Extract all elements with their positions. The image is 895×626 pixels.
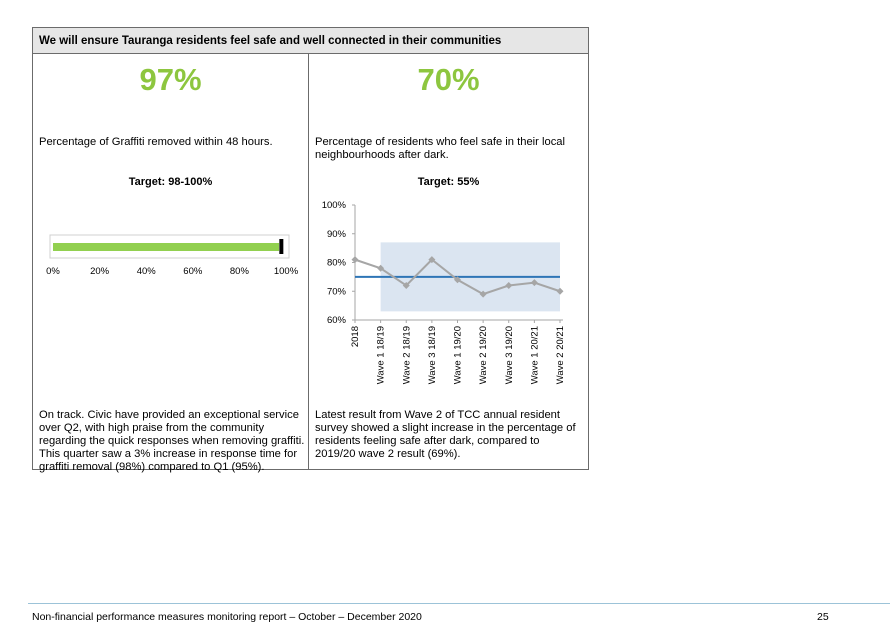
safety-description: Percentage of residents who feel safe in…	[315, 136, 565, 161]
line-point-1	[377, 264, 385, 272]
line-y-tick-label: 80%	[327, 258, 347, 269]
line-point-6	[505, 282, 513, 289]
line-x-tick-label: Wave 1 20/21	[529, 326, 540, 384]
graffiti-description: Percentage of Graffiti removed within 48…	[39, 136, 273, 148]
safety-measure: 70% Percentage of residents who feel saf…	[309, 54, 588, 469]
graffiti-result-value: 97%	[139, 62, 202, 97]
bar-value-0	[53, 243, 280, 251]
line-x-tick-label: Wave 2 18/19	[401, 326, 412, 384]
kpi-panel: We will ensure Tauranga residents feel s…	[32, 27, 589, 473]
footer-rule	[28, 603, 890, 604]
line-x-tick-label: Wave 3 19/20	[504, 326, 515, 384]
line-point-8	[556, 287, 564, 295]
bar-x-tick-label: 60%	[183, 266, 203, 277]
safety-commentary: Latest result from Wave 2 of TCC annual …	[315, 409, 576, 460]
graffiti-bar-chart: 0% 20% 40% 60% 80% 100%	[46, 234, 299, 277]
safety-result-value: 70%	[417, 62, 480, 97]
graffiti-measure: 97% Percentage of Graffiti removed withi…	[33, 54, 308, 473]
bar-x-tick-label: 40%	[137, 266, 157, 277]
bar-x-tick-label: 100%	[274, 266, 299, 277]
line-x-tick-label: Wave 2 19/20	[478, 326, 489, 384]
line-x-tick-label: Wave 1 19/20	[453, 326, 464, 384]
line-x-tick-label: Wave 1 18/19	[376, 326, 387, 384]
line-x-tick-label: Wave 3 18/19	[427, 326, 438, 384]
line-point-7	[530, 279, 538, 287]
line-x-tick-label: Wave 2 20/21	[555, 326, 566, 384]
line-y-tick-label: 70%	[327, 286, 347, 297]
safety-target: Target: 55%	[417, 176, 480, 188]
line-point-3	[428, 256, 436, 264]
line-y-tick-label: 60%	[327, 315, 347, 326]
line-x-tick-label: 2018	[350, 326, 361, 347]
line-point-2	[402, 282, 410, 289]
page-number: 25	[817, 611, 829, 623]
footer-title: Non-financial performance measures monit…	[32, 611, 422, 623]
line-y-tick-label: 90%	[327, 229, 347, 240]
column-divider	[308, 54, 309, 469]
line-y-tick-label: 100%	[322, 200, 347, 211]
bar-x-tick-label: 80%	[230, 266, 250, 277]
bar-target-marker	[279, 239, 284, 254]
bar-x-tick-label: 20%	[90, 266, 110, 277]
graffiti-commentary: On track. Civic have provided an excepti…	[39, 409, 305, 473]
line-point-5	[479, 290, 487, 298]
line-point-0	[351, 256, 359, 264]
panel-heading: We will ensure Tauranga residents feel s…	[33, 28, 588, 54]
graffiti-target: Target: 98-100%	[128, 176, 213, 188]
line-point-4	[454, 276, 461, 284]
bar-x-tick-label: 0%	[46, 266, 60, 277]
safety-line-chart: 60% 70% 80% 90% 100% 2018 Wave 1 18/19 Wave 2 1…	[322, 200, 566, 384]
